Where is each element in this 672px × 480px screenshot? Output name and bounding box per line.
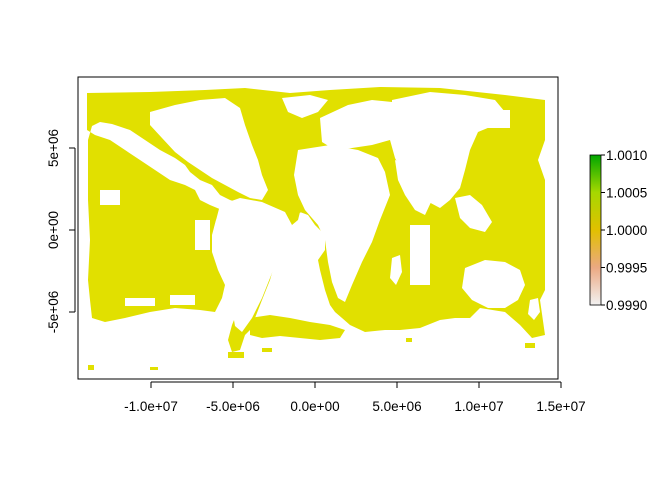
raster-ocean-patch bbox=[250, 315, 345, 340]
data-gap bbox=[410, 225, 430, 285]
legend-tick-label: 1.0005 bbox=[606, 186, 647, 201]
x-tick-label: -1.0e+07 bbox=[124, 399, 178, 414]
legend-tick-label: 0.9995 bbox=[606, 261, 647, 276]
raster-ocean-patch bbox=[150, 367, 158, 370]
land-madagascar bbox=[390, 255, 402, 285]
land-south-america bbox=[214, 198, 292, 332]
land-greenland bbox=[282, 95, 328, 118]
legend-ticks: 1.0010 1.0005 1.0000 0.9995 0.9990 bbox=[601, 148, 647, 313]
x-axis: -1.0e+07 -5.0e+06 0.0e+00 5.0e+06 1.0e+07 1.5… bbox=[124, 381, 586, 414]
y-tick-label: 5e+06 bbox=[46, 129, 61, 167]
y-axis: -5e+06 0e+00 5e+06 bbox=[46, 129, 76, 333]
data-gap bbox=[125, 298, 155, 306]
plot-frame bbox=[77, 76, 559, 380]
raster-ocean-patch bbox=[228, 352, 244, 358]
land-europe bbox=[320, 100, 410, 150]
raster-ocean-patch bbox=[512, 210, 545, 292]
raster-ocean-patch bbox=[248, 118, 298, 162]
land-new-zealand bbox=[528, 298, 540, 320]
data-gap bbox=[545, 90, 560, 380]
raster-ocean-patch bbox=[406, 338, 412, 342]
legend-tick-label: 0.9990 bbox=[606, 298, 647, 313]
x-tick-label: 1.0e+07 bbox=[454, 399, 503, 414]
x-tick-label: 1.5e+07 bbox=[536, 399, 585, 414]
land-africa bbox=[294, 145, 390, 302]
x-tick-label: 0.0e+00 bbox=[290, 399, 339, 414]
land-australia bbox=[462, 260, 525, 308]
raster-layer bbox=[87, 87, 560, 380]
color-legend: 1.0010 1.0005 1.0000 0.9995 0.9990 bbox=[589, 148, 647, 313]
y-tick-label: -5e+06 bbox=[46, 291, 61, 333]
legend-color-bar bbox=[589, 154, 602, 306]
land-southeast-asia bbox=[455, 195, 492, 232]
legend-tick-label: 1.0010 bbox=[606, 148, 647, 163]
raster-ocean-patch bbox=[240, 92, 280, 115]
data-gap bbox=[100, 190, 120, 205]
data-gap bbox=[170, 295, 195, 305]
x-tick-label: 5.0e+06 bbox=[372, 399, 421, 414]
land-north-america bbox=[150, 98, 268, 200]
data-gap bbox=[195, 220, 210, 250]
data-gap bbox=[480, 110, 510, 128]
land-arabia-india bbox=[395, 160, 432, 215]
legend-tick-label: 1.0000 bbox=[606, 223, 647, 238]
y-tick-label: 0e+00 bbox=[46, 211, 61, 249]
raster-ocean-patch bbox=[88, 365, 94, 370]
x-tick-label: -5.0e+06 bbox=[206, 399, 260, 414]
raster-ocean-patch bbox=[525, 343, 535, 348]
raster-ocean-patch bbox=[262, 348, 272, 352]
